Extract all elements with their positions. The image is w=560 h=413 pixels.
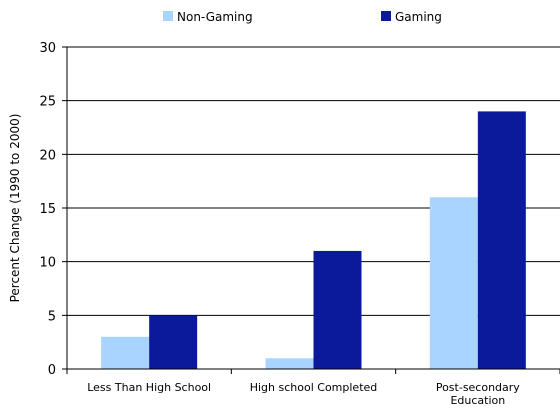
bar-gaming — [313, 250, 362, 369]
y-axis-title: Percent Change (1990 to 2000) — [8, 114, 22, 303]
bar-non-gaming — [265, 358, 314, 369]
y-tick-label: 25 — [39, 95, 56, 110]
y-tick-label: 5 — [48, 309, 56, 324]
y-tick-label: 15 — [39, 202, 56, 217]
bar-non-gaming — [429, 197, 478, 369]
y-axis-ticks: 0 5 10 15 20 25 30 — [39, 41, 67, 378]
axes — [66, 47, 560, 374]
legend-swatch — [163, 11, 173, 21]
y-tick-label: 30 — [39, 41, 56, 56]
y-tick-label: 10 — [39, 256, 56, 271]
y-tick-label: 20 — [39, 148, 56, 163]
bars — [101, 111, 526, 370]
x-category-label: High school Completed — [250, 381, 378, 394]
bar-gaming — [149, 315, 198, 369]
bar-gaming — [477, 111, 526, 370]
x-axis-labels: Less Than High School High school Complet… — [87, 381, 520, 407]
legend-label: Gaming — [395, 10, 442, 24]
bar-non-gaming — [101, 336, 150, 369]
legend-label: Non-Gaming — [177, 10, 253, 24]
x-category-label: Post-secondary Education — [436, 381, 520, 407]
legend: Non-Gaming Gaming — [163, 10, 442, 24]
legend-swatch — [381, 11, 391, 21]
y-tick-label: 0 — [48, 363, 56, 378]
x-category-label: Less Than High School — [87, 381, 211, 394]
